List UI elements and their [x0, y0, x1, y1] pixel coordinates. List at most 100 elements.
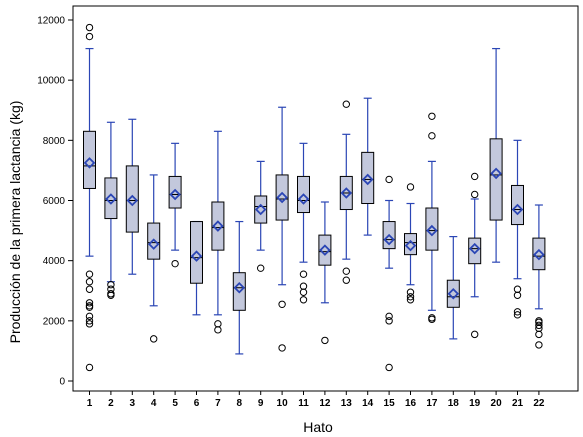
iqr-box — [275, 174, 289, 221]
mean-marker — [447, 287, 460, 300]
mean-marker — [340, 187, 353, 199]
iqr-box — [425, 207, 439, 251]
outlier-point — [257, 264, 265, 272]
x-tick-label: 12 — [319, 398, 331, 409]
box-group-hato-1 — [83, 23, 96, 372]
iqr-box — [446, 279, 460, 308]
x-tick-label: 16 — [405, 398, 417, 409]
outlier-point — [406, 183, 415, 191]
box-group-hato-20 — [489, 47, 503, 263]
outlier-point — [85, 363, 94, 372]
x-tick-label: 3 — [130, 398, 136, 409]
x-tick-label: 5 — [172, 398, 178, 409]
outlier-point — [85, 299, 94, 307]
outlier-point — [385, 317, 393, 325]
box-group-hato-19 — [468, 172, 482, 339]
x-tick-label: 14 — [362, 398, 374, 409]
outlier-point — [85, 317, 94, 325]
outlier-point — [321, 336, 329, 345]
iqr-box — [532, 237, 546, 271]
iqr-box — [489, 138, 503, 221]
x-tick-label: 2 — [108, 398, 114, 409]
outlier-point — [513, 308, 522, 316]
mean-marker — [126, 194, 139, 207]
outlier-point — [428, 112, 436, 120]
mean-marker — [83, 157, 96, 169]
mean-marker — [276, 191, 288, 204]
outlier-point — [428, 132, 436, 140]
outlier-point — [406, 288, 415, 296]
outlier-point — [471, 172, 479, 181]
x-tick-label: 17 — [426, 398, 438, 409]
mean-marker — [169, 188, 181, 201]
x-tick-label: 20 — [491, 398, 503, 409]
x-tick-label: 7 — [215, 398, 221, 409]
outlier-point — [214, 326, 222, 334]
outlier-point — [107, 291, 115, 299]
outlier-point — [385, 363, 393, 372]
outlier-point — [513, 291, 522, 299]
x-tick-label: 6 — [194, 398, 200, 409]
outlier-point — [85, 32, 94, 41]
outlier-point — [471, 330, 479, 339]
x-tick-label: 21 — [512, 398, 524, 409]
box-group-hato-22 — [532, 204, 546, 349]
outlier-point — [85, 312, 94, 321]
iqr-box — [318, 234, 332, 266]
outlier-point — [299, 270, 308, 278]
mean-marker — [319, 244, 331, 256]
iqr-box — [104, 177, 118, 220]
box-group-hato-3 — [125, 118, 139, 275]
outlier-point — [471, 190, 479, 199]
mean-marker — [147, 238, 160, 250]
outlier-point — [428, 315, 436, 324]
x-tick-label: 10 — [277, 398, 289, 409]
x-tick-label: 18 — [448, 398, 460, 409]
outlier-point — [85, 23, 94, 32]
x-tick-label: 8 — [237, 398, 243, 409]
mean-marker — [383, 233, 395, 246]
outlier-point — [406, 293, 415, 301]
plot-area — [83, 23, 546, 372]
y-tick-label: 6000 — [43, 196, 66, 207]
x-tick-label: 22 — [533, 398, 545, 409]
mean-marker — [105, 193, 117, 205]
x-tick-label: 1 — [87, 398, 93, 409]
mean-marker — [533, 248, 545, 261]
x-tick-label: 9 — [258, 398, 264, 409]
iqr-box — [168, 175, 182, 209]
iqr-box — [83, 130, 96, 189]
box-group-hato-11 — [297, 142, 310, 304]
x-tick-label: 4 — [151, 398, 157, 409]
iqr-box — [211, 201, 225, 251]
x-tick-label: 15 — [384, 398, 396, 409]
x-axis-label: Hato — [303, 419, 333, 435]
box-group-hato-10 — [275, 106, 289, 352]
mean-marker — [426, 224, 438, 237]
y-tick-label: 2000 — [43, 316, 66, 327]
y-tick-label: 10000 — [37, 76, 65, 87]
outlier-point — [535, 330, 543, 339]
y-tick-label: 12000 — [37, 16, 65, 27]
box-group-hato-15 — [382, 175, 396, 372]
iqr-box — [125, 165, 139, 233]
mean-marker — [297, 193, 310, 205]
outlier-point — [85, 285, 94, 293]
box-group-hato-6 — [190, 220, 203, 316]
y-axis-label: Producción de la primera lactancia (kg) — [7, 101, 23, 344]
outlier-point — [385, 175, 393, 184]
box-group-hato-9 — [254, 160, 268, 272]
outlier-point — [535, 341, 543, 349]
box-group-hato-21 — [511, 139, 524, 319]
outlier-point — [85, 270, 94, 278]
mean-marker — [511, 203, 524, 216]
outlier-point — [342, 276, 350, 284]
box-group-hato-13 — [339, 100, 353, 284]
x-tick-label: 11 — [298, 398, 309, 409]
box-group-hato-7 — [211, 130, 225, 334]
outlier-point — [385, 312, 393, 321]
iqr-box — [361, 151, 375, 205]
outlier-point — [535, 317, 543, 325]
